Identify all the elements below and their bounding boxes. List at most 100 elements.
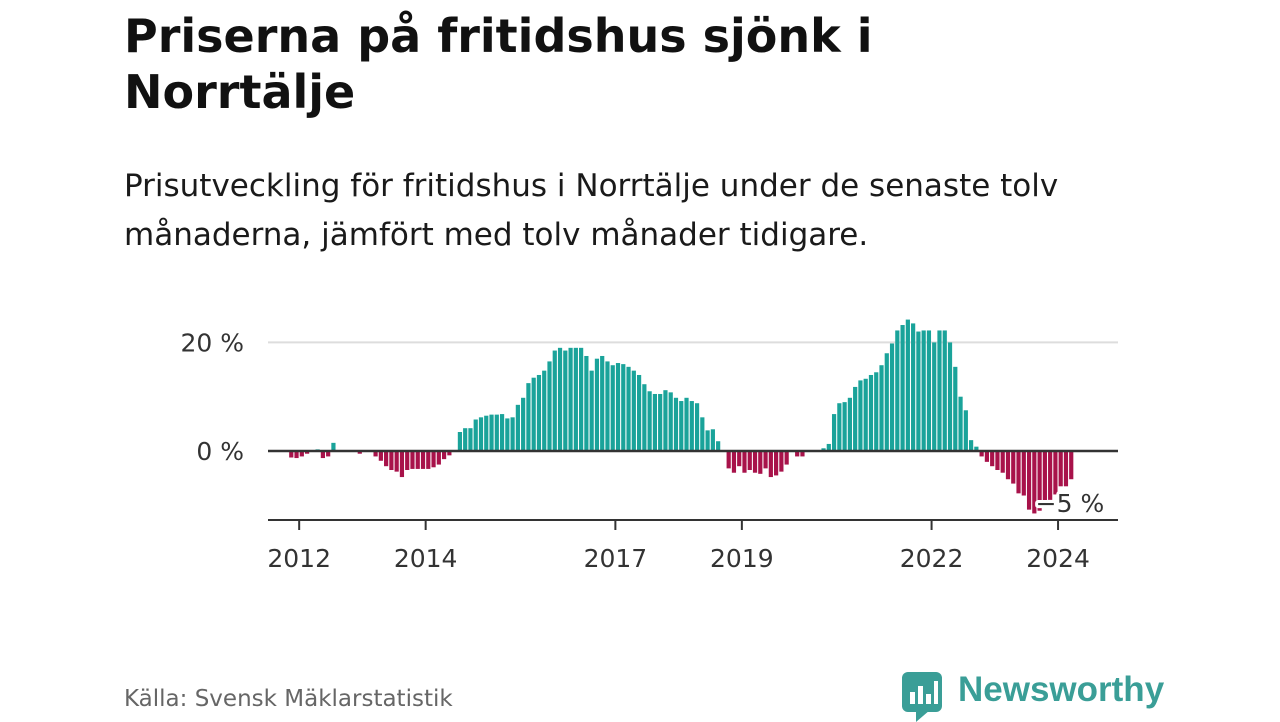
bar <box>542 370 547 451</box>
bar <box>499 414 505 451</box>
bar <box>605 361 610 451</box>
latest-value-label: −5 % <box>1036 489 1105 518</box>
bar <box>294 451 299 459</box>
bar <box>304 451 310 454</box>
bar <box>394 451 399 472</box>
bar <box>579 347 584 451</box>
bar <box>1016 451 1021 494</box>
x-tick-label: 2022 <box>900 544 964 573</box>
bar <box>1032 451 1037 514</box>
bar <box>1058 451 1063 487</box>
bar <box>821 448 826 451</box>
bar <box>658 393 663 451</box>
bar <box>426 451 431 469</box>
bar <box>774 451 779 476</box>
bar <box>1048 451 1053 500</box>
bar <box>858 380 863 451</box>
bar <box>710 429 715 451</box>
bar <box>942 330 947 451</box>
bar <box>584 355 589 451</box>
bar <box>795 451 800 457</box>
bar <box>758 451 763 474</box>
newsworthy-logo-icon <box>902 672 942 722</box>
bar <box>916 331 921 451</box>
bar <box>958 396 963 451</box>
bar <box>610 365 615 451</box>
bar <box>932 342 937 451</box>
bar <box>1000 451 1005 473</box>
bar <box>990 451 995 467</box>
bar <box>747 451 752 470</box>
bar <box>463 428 468 451</box>
x-tick-label: 2012 <box>267 544 331 573</box>
bar <box>357 451 362 454</box>
bar <box>399 451 405 478</box>
bar <box>1053 451 1058 495</box>
bar <box>1063 451 1069 487</box>
y-tick-label: 0 % <box>196 437 244 466</box>
bar <box>863 378 868 451</box>
bar <box>831 414 837 451</box>
bar <box>594 358 600 451</box>
bar <box>742 451 747 473</box>
bar <box>431 451 436 468</box>
bar <box>447 451 452 456</box>
bar <box>1026 451 1032 510</box>
bar <box>737 451 742 467</box>
bar <box>953 366 958 451</box>
chart-title: Priserna på fritidshus sjönk i Norrtälje <box>124 9 873 119</box>
bar <box>995 451 1000 470</box>
bar <box>615 363 621 451</box>
bar <box>557 347 563 451</box>
bar <box>889 343 895 451</box>
bar <box>673 397 679 451</box>
bar <box>642 384 647 451</box>
bar <box>874 372 879 451</box>
bar <box>552 350 557 451</box>
bar <box>410 451 415 469</box>
bar <box>473 419 478 451</box>
x-tick-label: 2017 <box>584 544 648 573</box>
bar <box>679 401 684 451</box>
bar <box>652 393 657 451</box>
source-note: Källa: Svensk Mäklarstatistik <box>124 686 453 712</box>
bar <box>1042 451 1047 507</box>
brand-name: Newsworthy <box>958 670 1165 709</box>
bar-chart: 0 % 20 % 2012 2014 2017 2019 2022 2024 −5 % <box>180 319 1118 573</box>
bar <box>389 451 394 470</box>
bar <box>937 330 942 451</box>
bar <box>636 374 642 451</box>
bar <box>905 319 910 451</box>
bar <box>420 451 426 469</box>
bar <box>1069 451 1074 480</box>
bar <box>547 361 552 451</box>
bar <box>779 451 784 472</box>
bar <box>373 451 378 457</box>
bar <box>415 451 420 469</box>
bar <box>868 374 874 451</box>
bar <box>700 417 705 451</box>
bar <box>969 440 974 451</box>
bar <box>631 370 636 451</box>
bar <box>668 392 673 451</box>
bar <box>974 446 979 451</box>
bar <box>694 403 700 451</box>
bar <box>768 451 773 478</box>
bar <box>331 442 336 451</box>
bar <box>600 355 605 451</box>
bar <box>563 350 568 451</box>
bar <box>921 330 926 451</box>
bar <box>626 366 631 451</box>
bar <box>895 330 900 451</box>
bar <box>689 401 694 451</box>
bar <box>521 397 526 451</box>
bar <box>853 386 858 451</box>
bar <box>484 415 489 451</box>
x-tick-label: 2019 <box>710 544 774 573</box>
bar <box>478 417 484 451</box>
bar <box>979 451 984 457</box>
bar <box>947 342 953 451</box>
bar <box>526 383 531 452</box>
bar <box>963 410 968 451</box>
bar <box>1037 451 1042 511</box>
